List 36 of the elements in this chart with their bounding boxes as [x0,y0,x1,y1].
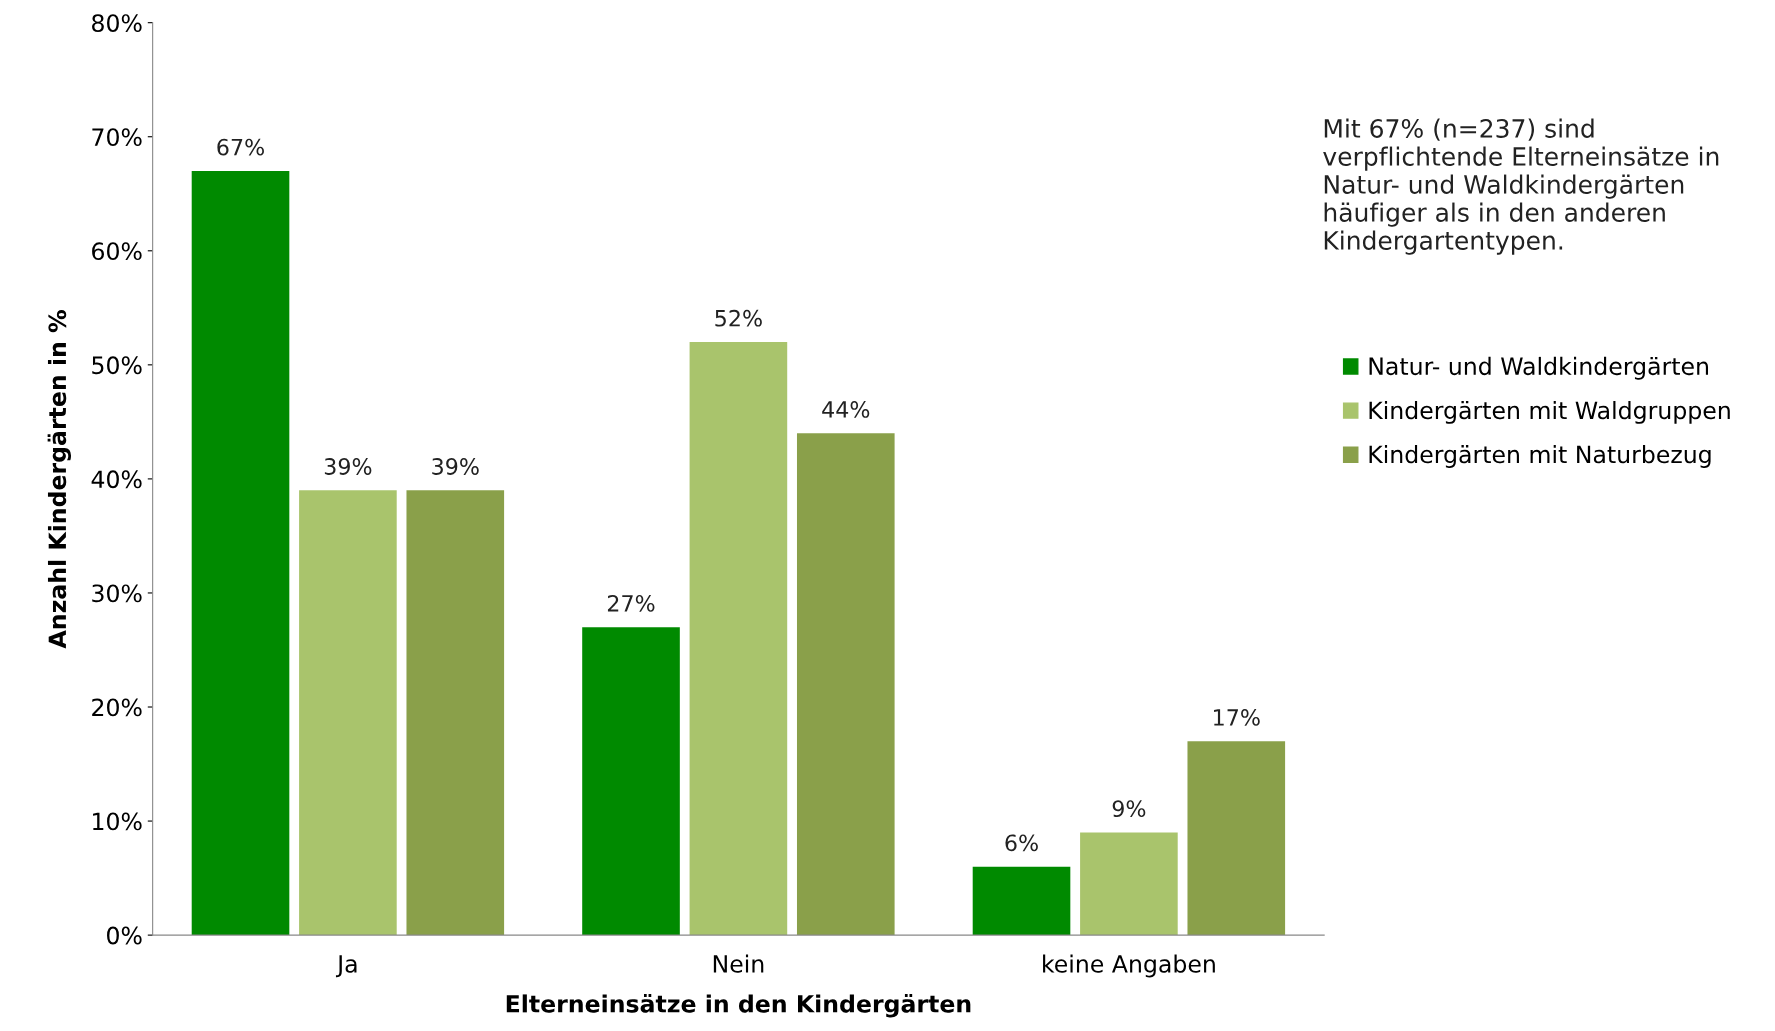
data-label: 17% [1214,709,1260,726]
bar [582,627,680,936]
data-label: 44% [822,401,870,418]
y-axis-title: Anzahl Kindergärten in % [47,310,71,649]
y-tick-label: 20% [92,698,142,717]
bar [1080,832,1178,936]
bar [406,490,505,936]
data-label: 9% [1112,800,1146,818]
bar [1187,741,1286,936]
legend-label: Kindergärten mit Naturbezug [1369,445,1711,468]
data-label: 39% [432,458,479,475]
data-label: 27% [607,594,655,612]
bar [689,342,788,936]
x-tick-label: keine Angaben [1043,954,1215,978]
y-tick-label: 60% [92,242,142,261]
bar [191,170,290,936]
data-label: 39% [324,458,372,475]
y-tick-label: 30% [92,584,142,603]
data-label: 67% [217,138,264,156]
x-axis-title: Elterneinsätze in den Kindergärten [506,994,971,1018]
y-tick-label: 50% [92,356,142,375]
legend-label: Natur- und Waldkindergärten [1369,356,1709,380]
y-tick-label: 80% [92,14,142,32]
y-tick-label: 0% [107,926,142,945]
data-label: 6% [1005,834,1038,852]
bar [972,866,1071,936]
y-tick-label: 10% [93,812,142,831]
legend-label: Kindergärten mit Waldgruppen [1369,400,1730,424]
y-tick-label: 40% [91,470,142,489]
bar [299,490,397,936]
x-tick-label: Nein [713,954,764,973]
x-tick-label: Ja [335,955,357,978]
y-tick-label: 70% [92,128,142,147]
annotation: Mit 67% (n=237) sind verpflichtende Elterneinsätze in Natur- und Waldkindergärten häufiger als in den anderen Kindergartentypen. [1323,118,1719,255]
bar [796,433,895,936]
data-label: 52% [715,309,762,327]
